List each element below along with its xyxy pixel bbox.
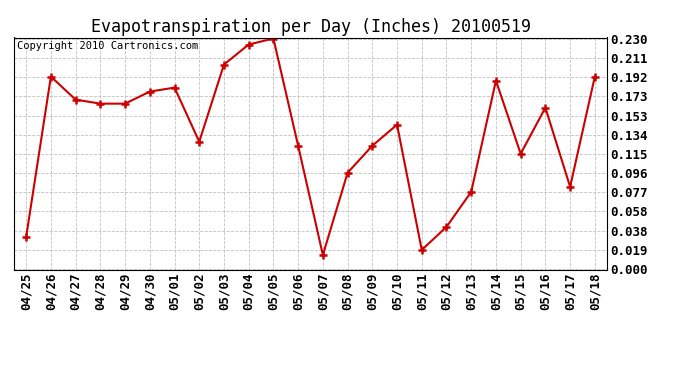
Text: Copyright 2010 Cartronics.com: Copyright 2010 Cartronics.com xyxy=(17,41,198,51)
Title: Evapotranspiration per Day (Inches) 20100519: Evapotranspiration per Day (Inches) 2010… xyxy=(90,18,531,36)
